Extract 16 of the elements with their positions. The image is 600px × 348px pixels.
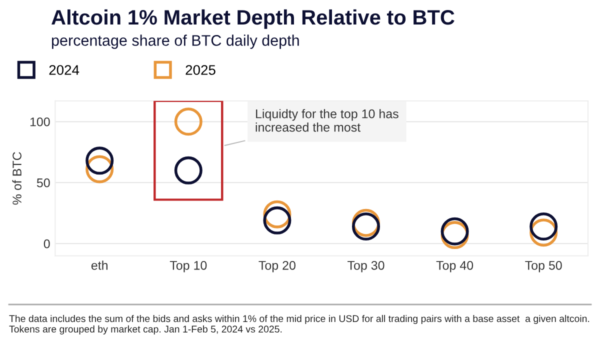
y-tick-label: 0 — [44, 239, 50, 248]
x-tick-label: Top 30 — [348, 260, 384, 272]
legend-label: 2024 — [49, 65, 80, 75]
y-tick-label: 50 — [36, 178, 50, 188]
x-tick-label: Top 40 — [436, 260, 474, 272]
y-axis-title: % of BTC — [12, 152, 22, 205]
annotation: Liquidty for the top 10 has increased the most — [256, 109, 398, 132]
x-tick-label: Top 50 — [525, 260, 562, 272]
x-tick-label: Top 10 — [170, 260, 207, 272]
y-tick-label: 100 — [30, 117, 50, 126]
x-tick-label: eth — [91, 260, 108, 270]
chart-title: Altcoin 1% Market Depth Relative to BTC — [52, 9, 454, 29]
x-tick-label: Top 20 — [258, 260, 296, 272]
legend-label: 2025 — [186, 65, 216, 75]
chart-subtitle: percentage share of BTC daily depth — [52, 34, 299, 49]
text: The data includes the sum of the bids and asks within 1% of the mid price in USD for all trading pairs with a base asset a given altcoin. Tokens are grouped by market cap. Jan 1-Feb 5, 2024 vs 2025. — [9, 314, 590, 334]
